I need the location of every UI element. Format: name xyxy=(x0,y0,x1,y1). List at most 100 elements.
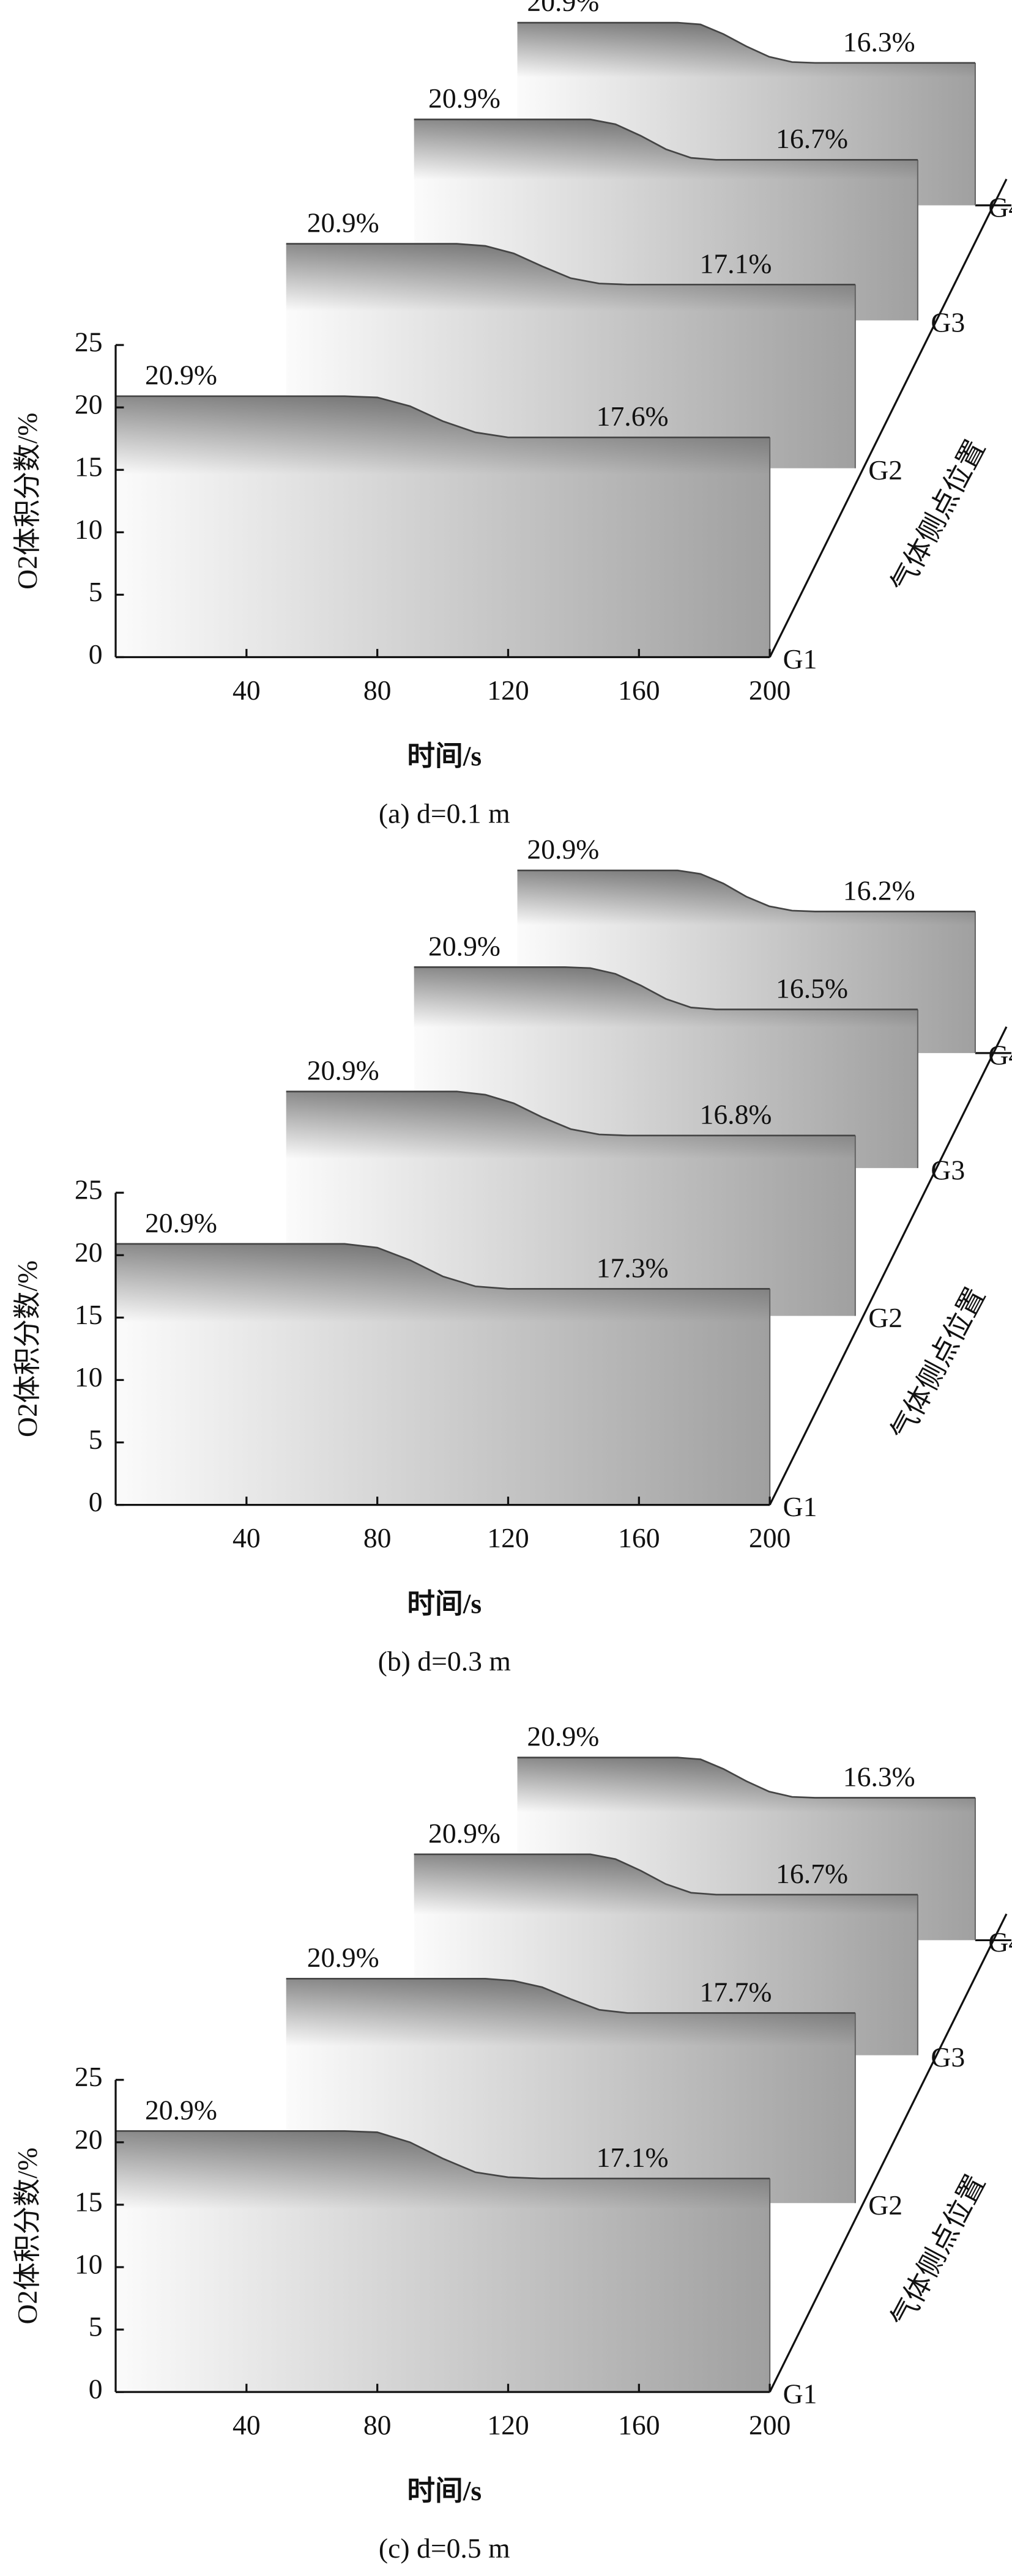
area-shade xyxy=(286,1978,855,2204)
y-axis-title: O2体积分数/% xyxy=(12,1260,43,1437)
area-shade xyxy=(286,243,855,468)
x-tick-label: 200 xyxy=(749,2410,791,2441)
area-shade xyxy=(286,1091,855,1316)
value-label: 17.3% xyxy=(597,1252,669,1283)
legend-label: G4 xyxy=(988,191,1012,223)
value-label: 20.9% xyxy=(307,207,379,239)
legend-label: G2 xyxy=(868,454,902,486)
legend-label: G1 xyxy=(783,1491,817,1522)
x-axis-title: 时间/s xyxy=(407,1588,482,1619)
y-tick-label: 5 xyxy=(89,2311,103,2342)
x-tick-label: 160 xyxy=(618,2410,660,2441)
y-tick-label: 25 xyxy=(75,1174,103,1205)
x-tick-label: 80 xyxy=(363,675,392,706)
series-line xyxy=(517,869,975,912)
value-label: 16.2% xyxy=(843,875,915,906)
floor-edge xyxy=(768,1026,1008,1506)
series-line xyxy=(414,118,918,161)
series-line xyxy=(414,1853,918,1896)
value-label: 16.8% xyxy=(700,1099,772,1130)
value-label: 17.1% xyxy=(700,248,772,279)
y-tick-label: 20 xyxy=(75,389,103,420)
floor-edge xyxy=(768,179,1008,658)
x-tick-label: 120 xyxy=(487,2410,529,2441)
y-axis-title: O2体积分数/% xyxy=(12,413,43,590)
x-tick-label: 40 xyxy=(233,1522,261,1553)
y-tick-label: 0 xyxy=(89,2374,103,2405)
x-tick-label: 200 xyxy=(749,675,791,706)
caption: (c) d=0.5 m xyxy=(379,2533,510,2564)
value-label: 20.9% xyxy=(307,1055,379,1086)
legend-label: G4 xyxy=(988,1926,1012,1958)
value-label: 20.9% xyxy=(145,1207,217,1238)
value-label: 17.6% xyxy=(597,401,669,432)
y-tick-label: 25 xyxy=(75,2061,103,2092)
series-line xyxy=(286,1977,855,2014)
y-tick-label: 20 xyxy=(75,2123,103,2155)
area-shade xyxy=(116,396,770,657)
legend-label: G2 xyxy=(868,1302,902,1333)
y-tick-label: 5 xyxy=(89,576,103,607)
y-tick-label: 10 xyxy=(75,2248,103,2279)
value-label: 16.3% xyxy=(843,1761,915,1792)
value-label: 16.5% xyxy=(776,972,848,1004)
value-label: 20.9% xyxy=(527,0,599,17)
caption: (a) d=0.1 m xyxy=(379,798,510,829)
value-label: 20.9% xyxy=(527,834,599,865)
y-tick-label: 15 xyxy=(75,1299,103,1330)
x-tick-label: 160 xyxy=(618,1522,660,1553)
y-tick-label: 0 xyxy=(89,638,103,670)
y-tick-label: 25 xyxy=(75,327,103,358)
x-tick-label: 80 xyxy=(363,2410,392,2441)
y-tick-label: 20 xyxy=(75,1237,103,1268)
value-label: 20.9% xyxy=(527,1721,599,1752)
value-label: 17.1% xyxy=(597,2142,669,2173)
series-line xyxy=(517,1756,975,1799)
legend-label: G3 xyxy=(931,306,965,338)
value-label: 20.9% xyxy=(307,1942,379,1973)
caption: (b) d=0.3 m xyxy=(378,1646,511,1677)
x-tick-label: 40 xyxy=(233,2410,261,2441)
x-tick-label: 200 xyxy=(749,1522,791,1553)
y-tick-label: 10 xyxy=(75,514,103,545)
legend-label: G2 xyxy=(868,2189,902,2221)
area-shade xyxy=(116,2131,770,2393)
series-line xyxy=(517,21,975,64)
x-axis-title: 时间/s xyxy=(407,2475,482,2506)
value-label: 16.7% xyxy=(776,123,848,154)
value-label: 16.7% xyxy=(776,1858,848,1889)
series-line xyxy=(116,1243,770,1290)
legend-label: G4 xyxy=(988,1039,1012,1070)
y-axis-title: O2体积分数/% xyxy=(12,2147,43,2324)
value-label: 17.7% xyxy=(700,1976,772,2007)
legend-label: G3 xyxy=(931,1154,965,1185)
value-label: 20.9% xyxy=(145,2094,217,2125)
value-label: 20.9% xyxy=(428,1818,500,1849)
y-tick-label: 0 xyxy=(89,1486,103,1517)
series-line xyxy=(116,395,770,439)
y-tick-label: 15 xyxy=(75,2186,103,2217)
y-tick-label: 15 xyxy=(75,451,103,483)
floor-edge xyxy=(768,1913,1008,2393)
series-line xyxy=(414,966,918,1010)
value-label: 20.9% xyxy=(428,83,500,114)
x-tick-label: 160 xyxy=(618,675,660,706)
legend-label: G3 xyxy=(931,2041,965,2073)
y-tick-label: 5 xyxy=(89,1424,103,1455)
legend-label: G1 xyxy=(783,643,817,675)
y-tick-label: 10 xyxy=(75,1361,103,1393)
series-line xyxy=(116,2130,770,2180)
legend-label: G1 xyxy=(783,2378,817,2410)
series-line xyxy=(286,1090,855,1137)
series-line xyxy=(286,243,855,286)
value-label: 16.3% xyxy=(843,26,915,57)
x-tick-label: 80 xyxy=(363,1522,392,1553)
x-tick-label: 120 xyxy=(487,675,529,706)
x-tick-label: 120 xyxy=(487,1522,529,1553)
x-axis-title: 时间/s xyxy=(407,741,482,772)
x-tick-label: 40 xyxy=(233,675,261,706)
value-label: 20.9% xyxy=(428,930,500,961)
area-shade xyxy=(116,1243,770,1505)
value-label: 20.9% xyxy=(145,360,217,391)
